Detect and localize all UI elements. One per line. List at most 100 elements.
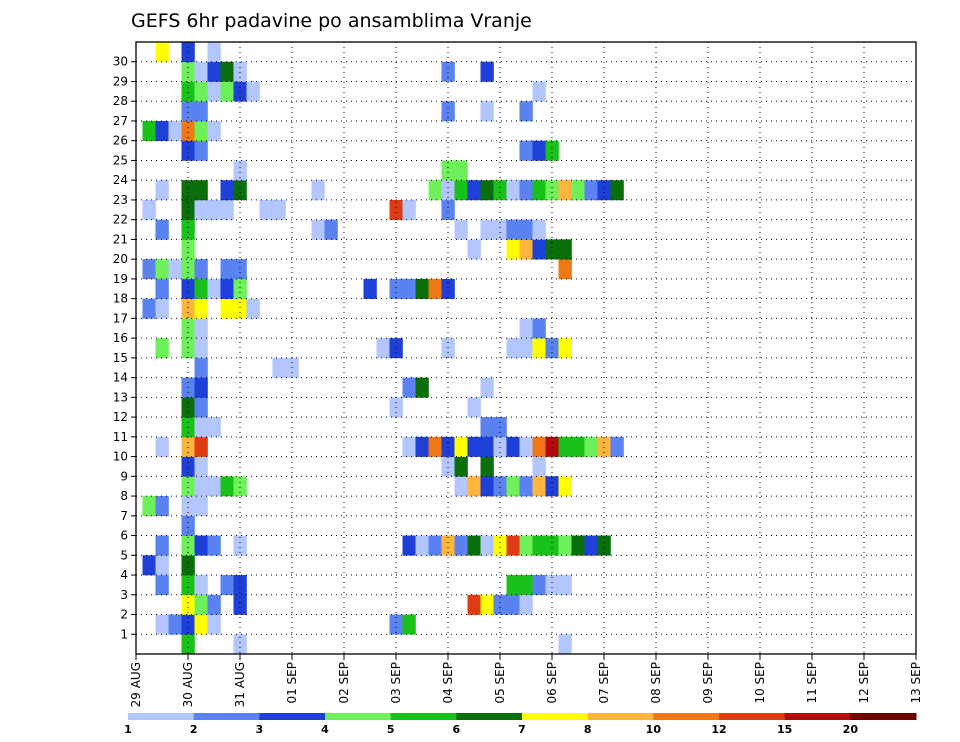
colorbar-label: 5: [387, 723, 395, 736]
heatmap-cell: [532, 318, 546, 339]
heatmap-cell: [519, 318, 533, 339]
heatmap-cell: [181, 575, 195, 596]
heatmap-cell: [480, 436, 494, 457]
heatmap-cell: [480, 417, 494, 438]
colorbar-label: 1: [124, 723, 132, 736]
colorbar-label: 7: [518, 723, 526, 736]
colorbar-label: 10: [646, 723, 662, 736]
heatmap-cell: [194, 318, 208, 339]
heatmap-cell: [181, 278, 195, 299]
heatmap-cell: [220, 81, 234, 102]
x-tick-label: 29 AUG: [129, 662, 143, 707]
heatmap-cell: [571, 436, 585, 457]
heatmap-cell: [532, 81, 546, 102]
heatmap-cell: [506, 436, 520, 457]
heatmap-cell: [519, 436, 533, 457]
heatmap-cell: [493, 436, 507, 457]
heatmap-cell: [220, 476, 234, 497]
heatmap-cell: [519, 239, 533, 260]
heatmap-cell: [272, 199, 286, 220]
heatmap-cell: [181, 219, 195, 240]
heatmap-cell: [246, 81, 260, 102]
heatmap-cell: [181, 476, 195, 497]
heatmap-cell: [155, 42, 169, 63]
heatmap-cell: [441, 101, 455, 122]
colorbar-label: 12: [711, 723, 726, 736]
heatmap-cell: [194, 199, 208, 220]
heatmap-cell: [519, 338, 533, 359]
heatmap-cell: [155, 614, 169, 635]
heatmap-cell: [506, 180, 520, 201]
heatmap-cell: [181, 318, 195, 339]
colorbar-label: 15: [777, 723, 792, 736]
y-tick-label: 18: [113, 292, 128, 306]
heatmap-cell: [493, 219, 507, 240]
heatmap-cell: [441, 160, 455, 181]
heatmap-cell: [194, 436, 208, 457]
heatmap-cell: [519, 594, 533, 615]
heatmap-cell: [194, 259, 208, 280]
heatmap-cell: [441, 535, 455, 556]
y-tick-label: 11: [113, 430, 128, 444]
heatmap-cell: [194, 377, 208, 398]
heatmap-cell: [571, 535, 585, 556]
heatmap-cell: [389, 614, 403, 635]
y-tick-label: 16: [113, 331, 128, 345]
heatmap-cell: [480, 101, 494, 122]
heatmap-cell: [454, 219, 468, 240]
heatmap-cell: [532, 180, 546, 201]
heatmap-cells: [142, 42, 624, 655]
heatmap-cell: [207, 417, 221, 438]
heatmap-cell: [545, 476, 559, 497]
heatmap-cell: [480, 219, 494, 240]
heatmap-cell: [220, 575, 234, 596]
heatmap-cell: [454, 436, 468, 457]
heatmap-cell: [558, 634, 572, 655]
y-tick-label: 19: [113, 272, 128, 286]
heatmap-cell: [272, 357, 286, 378]
heatmap-cell: [233, 61, 247, 82]
heatmap-cell: [545, 535, 559, 556]
heatmap-cell: [532, 219, 546, 240]
colorbar-segment: [719, 713, 786, 720]
heatmap-cell: [519, 575, 533, 596]
y-tick-label: 17: [113, 311, 128, 325]
heatmap-cell: [181, 515, 195, 536]
heatmap-cell: [571, 180, 585, 201]
heatmap-cell: [155, 436, 169, 457]
chart-title: GEFS 6hr padavine po ansamblima Vranje: [131, 10, 532, 32]
heatmap-cell: [467, 397, 481, 418]
colorbar-segment: [390, 713, 457, 720]
heatmap-cell: [610, 180, 624, 201]
heatmap-cell: [142, 259, 156, 280]
heatmap-cell: [181, 239, 195, 260]
heatmap-cell: [142, 496, 156, 517]
y-tick-label: 13: [113, 390, 128, 404]
heatmap-cell: [207, 120, 221, 142]
heatmap-cell: [506, 338, 520, 359]
heatmap-cell: [233, 535, 247, 556]
heatmap-cell: [181, 81, 195, 102]
heatmap-cell: [519, 140, 533, 161]
heatmap-cell: [207, 42, 221, 63]
heatmap-cell: [142, 199, 156, 220]
heatmap-cell: [168, 259, 182, 280]
heatmap-cell: [493, 594, 507, 615]
heatmap-cell: [194, 476, 208, 497]
heatmap-cell: [233, 476, 247, 497]
heatmap-cell: [610, 436, 624, 457]
heatmap-cell: [506, 535, 520, 556]
heatmap-cell: [194, 120, 208, 142]
heatmap-cell: [168, 614, 182, 635]
heatmap-cell: [233, 278, 247, 299]
heatmap-cell: [233, 575, 247, 596]
heatmap-cell: [155, 180, 169, 201]
heatmap-cell: [402, 535, 416, 556]
heatmap-cell: [532, 476, 546, 497]
heatmap-cell: [558, 476, 572, 497]
heatmap-cell: [597, 436, 611, 457]
y-axis-ticks: 1234567891011121314151617181920212223242…: [113, 55, 136, 641]
y-tick-label: 7: [120, 509, 128, 523]
colorbar-segment: [522, 713, 589, 720]
heatmap-cell: [233, 634, 247, 655]
